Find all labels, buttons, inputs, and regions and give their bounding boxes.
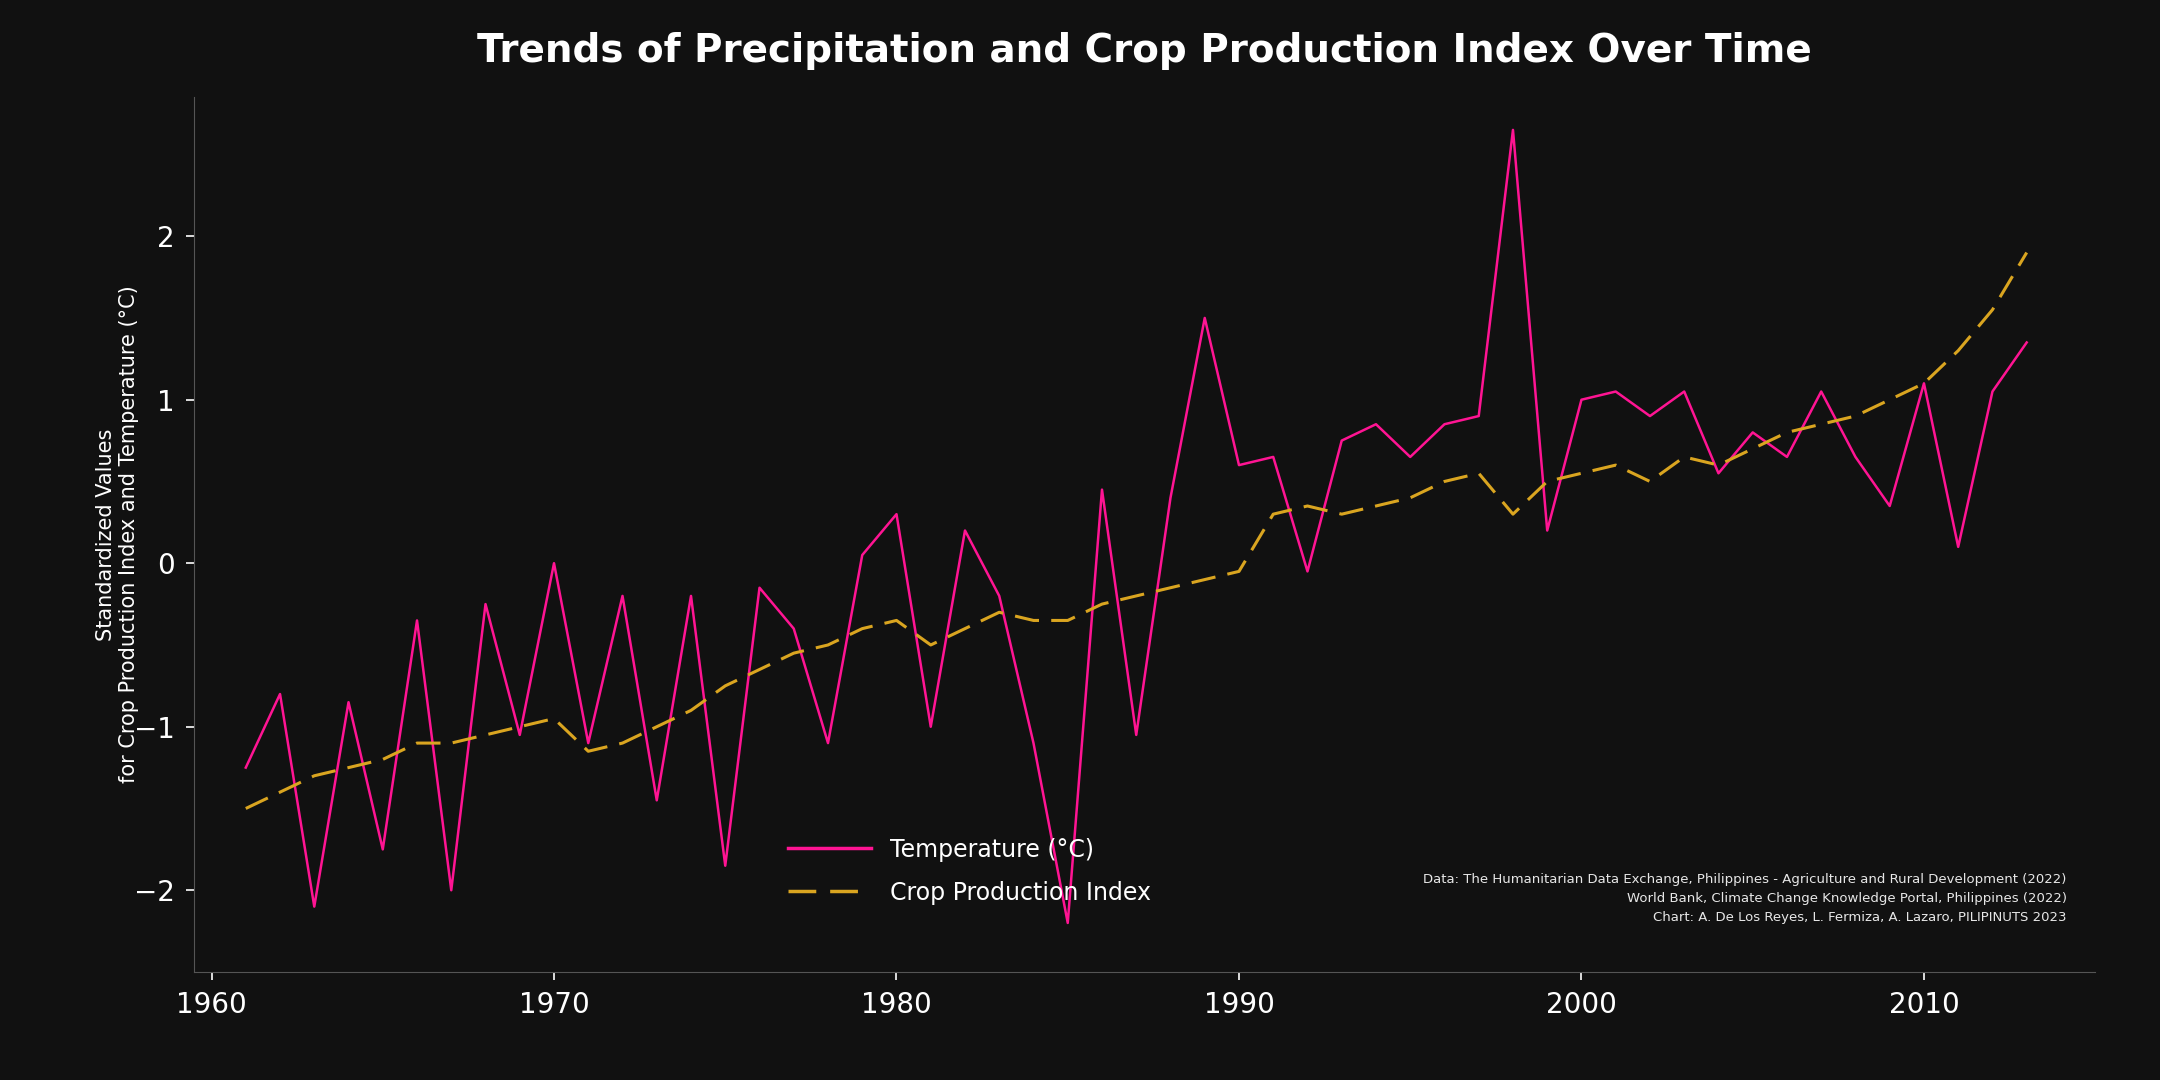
- Text: Data: The Humanitarian Data Exchange, Philippines - Agriculture and Rural Develo: Data: The Humanitarian Data Exchange, Ph…: [1423, 873, 2067, 923]
- Title: Trends of Precipitation and Crop Production Index Over Time: Trends of Precipitation and Crop Product…: [477, 32, 1812, 70]
- Y-axis label: Standardized Values
for Crop Production Index and Temperature (°C): Standardized Values for Crop Production …: [95, 286, 138, 783]
- Legend: Temperature (°C), Crop Production Index: Temperature (°C), Crop Production Index: [775, 826, 1162, 917]
